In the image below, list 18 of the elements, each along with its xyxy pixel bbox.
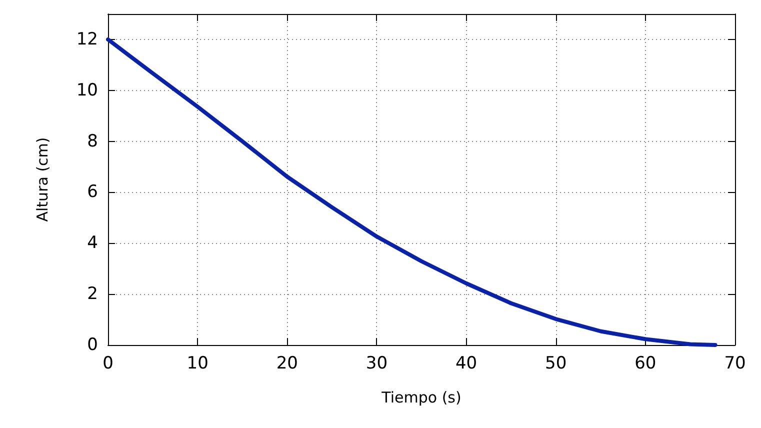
x-tick-label: 0 bbox=[102, 354, 114, 374]
y-tick-label: 2 bbox=[87, 284, 98, 304]
y-tick-label: 10 bbox=[76, 80, 98, 100]
y-tick-label: 4 bbox=[87, 233, 98, 254]
x-tick-label: 30 bbox=[366, 354, 388, 374]
x-tick-label: 60 bbox=[634, 354, 656, 374]
x-tick-label: 10 bbox=[186, 354, 208, 374]
x-tick-label: 20 bbox=[276, 354, 298, 374]
line-series bbox=[106, 37, 718, 347]
y-tick-label: 0 bbox=[87, 335, 98, 355]
y-tick-label: 6 bbox=[87, 182, 98, 202]
x-axis-title: Tiempo (s) bbox=[380, 388, 462, 406]
y-tick-label: 8 bbox=[87, 131, 98, 152]
y-axis-title: Altura (cm) bbox=[34, 137, 52, 222]
x-tick-label: 40 bbox=[455, 354, 478, 374]
y-tick-label: 12 bbox=[76, 29, 98, 50]
x-tick-label: 50 bbox=[545, 354, 567, 374]
x-tick-label: 70 bbox=[724, 354, 746, 374]
